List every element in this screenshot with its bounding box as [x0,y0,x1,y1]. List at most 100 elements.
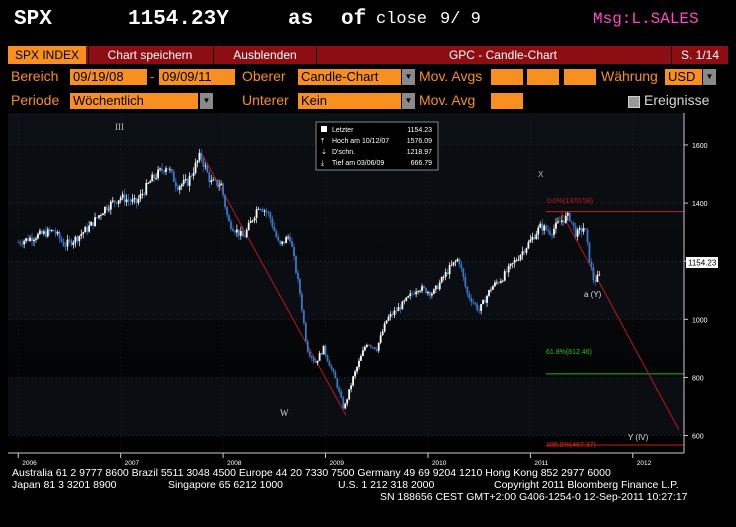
price-band [8,261,684,320]
chevron-down-icon[interactable]: ▼ [402,69,415,85]
candle-body [375,349,378,351]
x-tick-label: 2007 [125,460,140,467]
candle-body [35,238,37,240]
candle-body [300,293,303,311]
trend-line-downtrend [202,154,347,416]
candle-body [417,291,419,292]
message-indicator[interactable]: Msg:L.SALES [593,10,699,28]
date-range-dash: - [150,69,155,84]
mov-avg-input-1[interactable] [491,69,523,85]
candle-body [551,234,553,236]
candle-body [503,271,506,281]
candle-body [157,169,159,178]
page-indicator[interactable]: S. 1/14 [680,48,720,62]
candle-body [279,240,282,244]
candle-body [322,345,325,355]
footer-copyright: Copyright 2011 Bloomberg Finance L.P. [494,479,679,491]
candle-body [249,220,252,224]
candle-body [308,351,311,356]
mov-avg-lower-input[interactable] [491,93,523,109]
candle-body [407,296,410,298]
mov-avg-input-2[interactable] [527,69,559,85]
candle-body [255,209,258,218]
period-select[interactable]: Wöchentlich [70,93,198,109]
candle-body [490,289,492,291]
candle-body [403,300,406,302]
last-price: 1154.23Y [128,8,229,31]
candle-body [239,231,242,236]
candle-body [100,215,102,216]
save-chart-button[interactable]: Chart speichern [107,48,193,62]
events-checkbox[interactable] [628,96,640,108]
candle-chart[interactable]: 6008001000120014001600 20062007200820092… [8,113,728,490]
candle-body [482,299,484,305]
candle-body [104,206,106,214]
footer-phone-singapore: Singapore 65 6212 1000 [168,479,284,491]
candle-body [440,277,443,283]
tab-security[interactable]: SPX INDEX [8,46,86,64]
candle-body [153,174,156,179]
candle-body [17,242,20,244]
candle-body [214,179,217,181]
tab-separator [213,46,214,64]
legend-last-label: Letzter [332,127,354,134]
last-price-tag: 1154.23 [688,259,717,268]
candle-chart-svg: 6008001000120014001600 20062007200820092… [8,113,718,467]
candle-body [182,180,185,185]
candle-body [107,209,110,211]
candle-body [411,293,414,295]
candle-body [50,230,53,232]
candle-body [277,236,280,241]
candle-body [46,229,49,237]
chevron-down-icon[interactable]: ▼ [200,93,213,109]
mov-avg-input-3[interactable] [564,69,596,85]
candle-body [218,185,221,187]
candle-body [200,152,203,160]
candle-body [159,168,161,170]
candle-body [423,286,425,288]
candle-body [48,229,51,232]
candle-body [232,229,234,232]
mov-avg-label: Mov. Avg [419,92,476,108]
candle-body [466,286,469,294]
candle-body [578,228,581,230]
currency-select[interactable]: USD [665,69,702,85]
candle-body [133,198,136,200]
candle-body [427,291,429,294]
candle-body [505,271,508,273]
candle-body [257,209,260,210]
high-icon: ⤒ [321,138,324,145]
candle-body [139,194,142,200]
candle-body [582,228,585,232]
candle-body [306,341,309,352]
candle-body [143,194,146,195]
candle-body [472,302,475,303]
function-tab-bar: SPX INDEX Chart speichern Ausblenden GPC… [8,46,728,64]
lower-chart-select[interactable]: Kein [298,93,401,109]
chart-title: GPC - Candle-Chart [448,48,558,62]
candle-body [529,239,532,243]
candle-body [263,210,266,212]
chevron-down-icon[interactable]: ▼ [703,69,716,85]
candle-body [476,304,479,310]
candle-body [192,172,195,176]
hide-button[interactable]: Ausblenden [233,48,297,62]
start-date-input[interactable]: 09/19/08 [70,69,147,85]
candle-body [381,331,384,336]
candle-body [429,291,431,296]
candle-body [94,217,96,227]
legend-high-value: 1576.09 [407,138,432,145]
upper-chart-select[interactable]: Candle-Chart [298,69,401,85]
candle-body [31,237,33,242]
candle-body [44,231,47,237]
candle-body [464,277,467,287]
x-tick-label: 2011 [534,460,548,467]
low-icon: ⤓ [321,160,324,167]
chevron-down-icon[interactable]: ▼ [402,93,415,109]
legend-low-label: Tief am 03/06/09 [332,160,384,167]
candle-body [230,221,232,230]
candle-body [330,366,333,369]
candle-body [590,262,593,268]
end-date-input[interactable]: 09/09/11 [159,69,235,85]
x-tick-label: 2008 [227,460,242,467]
